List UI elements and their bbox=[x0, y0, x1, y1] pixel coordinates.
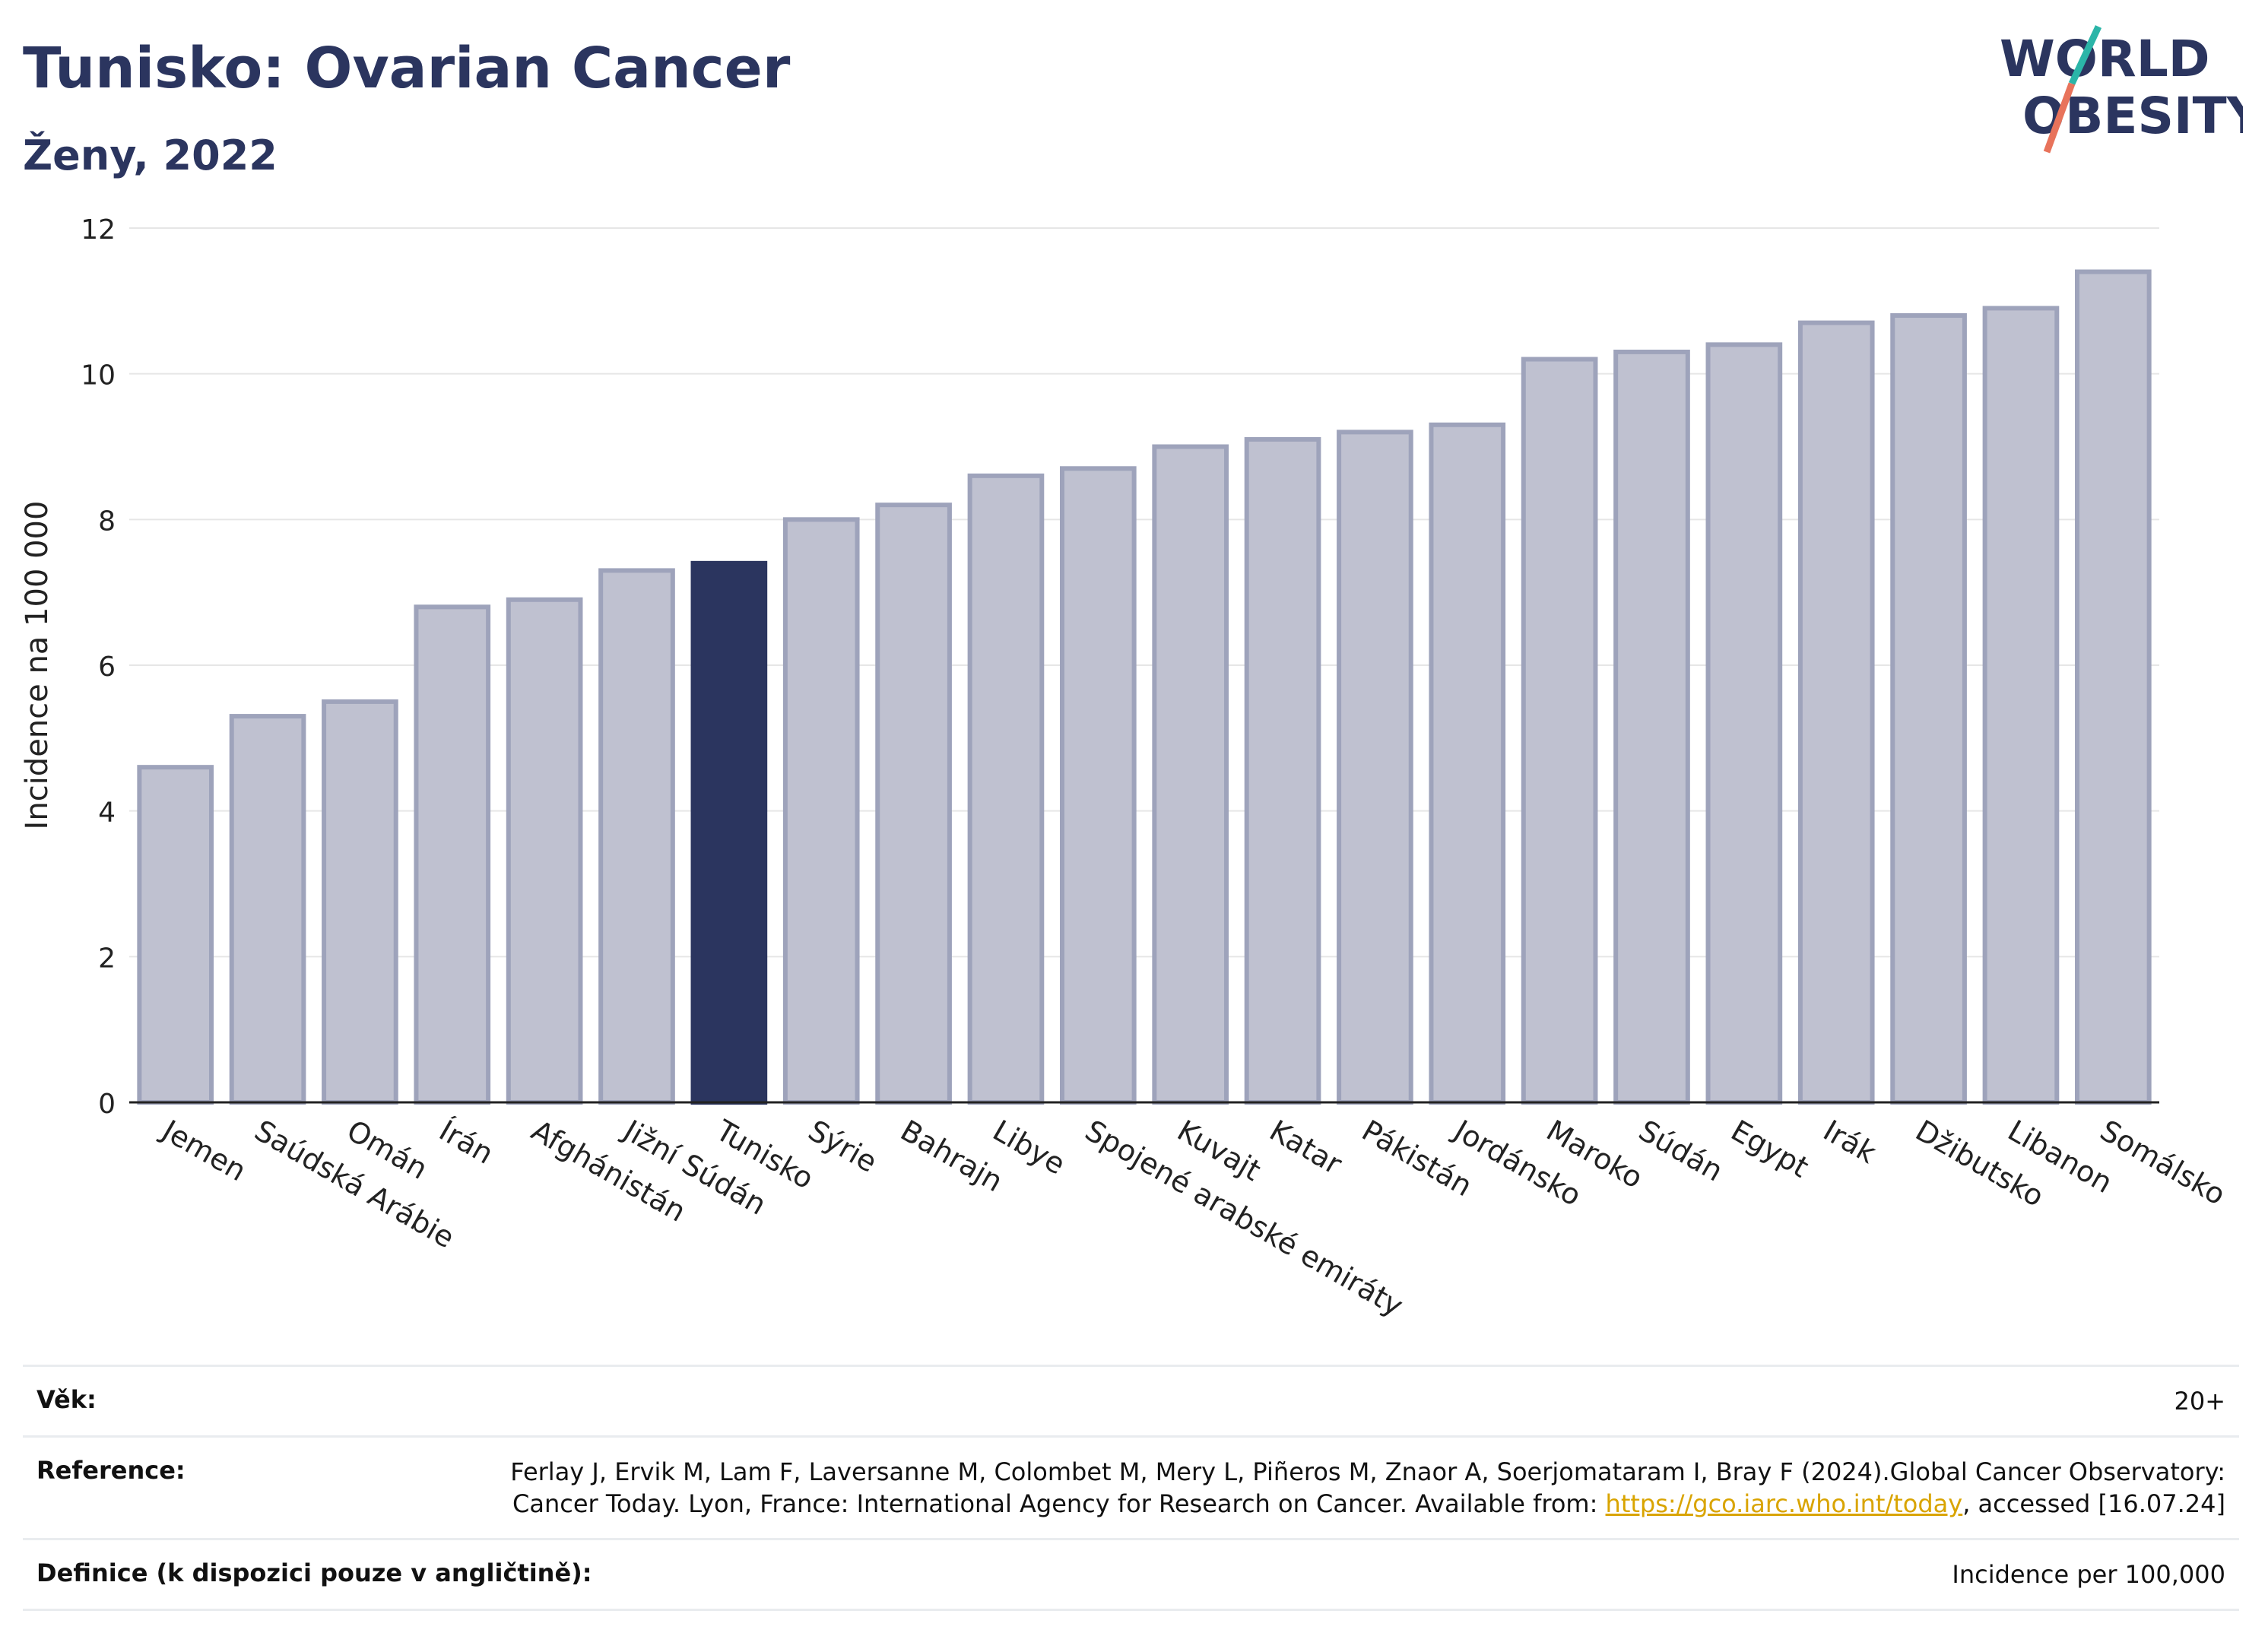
bar-21 bbox=[2074, 269, 2152, 1105]
reference-label: Reference: bbox=[36, 1456, 186, 1485]
definition-value: Incidence per 100,000 bbox=[1952, 1560, 2225, 1589]
bar-14 bbox=[1429, 422, 1506, 1105]
chart-title: Tunisko: Ovarian Cancer bbox=[23, 36, 791, 101]
definition-label: Definice (k dispozici pouze v angličtině… bbox=[36, 1558, 592, 1587]
reference-accessed: , accessed [16.07.24] bbox=[1962, 1489, 2225, 1518]
y-tick-label: 4 bbox=[98, 797, 116, 829]
bars bbox=[137, 269, 2152, 1105]
bar-3 bbox=[414, 604, 491, 1105]
bar-12 bbox=[1244, 436, 1321, 1105]
bar-9 bbox=[967, 473, 1045, 1105]
y-tick-label: 12 bbox=[81, 214, 116, 246]
x-tick-label: Jemen bbox=[155, 1113, 252, 1188]
x-tick-label: Bahrajn bbox=[895, 1114, 1008, 1199]
bar-1 bbox=[229, 714, 306, 1105]
y-axis-ticks: 0 2 4 6 8 10 12 bbox=[81, 214, 116, 1120]
bar-7 bbox=[782, 517, 860, 1105]
reference-text: Ferlay J, Ervik M, Lam F, Laversanne M, … bbox=[510, 1457, 2225, 1518]
y-tick-label: 0 bbox=[98, 1089, 116, 1120]
bar-4 bbox=[506, 597, 583, 1105]
bar-16 bbox=[1613, 349, 1690, 1105]
y-tick-label: 2 bbox=[98, 943, 116, 974]
x-tick-label: Egypt bbox=[1725, 1114, 1814, 1184]
logo-line1: WORLD bbox=[2000, 30, 2210, 88]
world-obesity-logo: WORLD OBESITY bbox=[2000, 25, 2243, 154]
bar-0 bbox=[137, 765, 214, 1105]
y-tick-label: 8 bbox=[98, 506, 116, 537]
bar-11 bbox=[1152, 444, 1229, 1105]
age-value: 20+ bbox=[2174, 1387, 2225, 1416]
info-row-age: Věk: 20+ bbox=[23, 1365, 2239, 1435]
bar-2 bbox=[322, 699, 398, 1105]
bar-13 bbox=[1337, 430, 1413, 1105]
bar-5 bbox=[598, 568, 675, 1105]
age-label: Věk: bbox=[36, 1385, 97, 1414]
bar-8 bbox=[875, 503, 952, 1105]
bar-17 bbox=[1705, 342, 1783, 1105]
logo-accent-teal bbox=[2068, 25, 2102, 85]
x-tick-label: Afghánistán bbox=[526, 1114, 692, 1229]
bar-15 bbox=[1521, 357, 1598, 1105]
info-row-definition: Definice (k dispozici pouze v angličtině… bbox=[23, 1538, 2239, 1611]
bar-10 bbox=[1059, 466, 1137, 1105]
x-tick-label: Irák bbox=[1818, 1114, 1882, 1170]
bar-19 bbox=[1890, 313, 1967, 1105]
bar-20 bbox=[1982, 306, 2060, 1105]
reference-value: Ferlay J, Ervik M, Lam F, Laversanne M, … bbox=[477, 1456, 2225, 1520]
y-axis-label: Incidence na 100 000 bbox=[20, 501, 55, 830]
y-tick-label: 10 bbox=[81, 360, 116, 392]
x-tick-label: Súdán bbox=[1633, 1114, 1729, 1188]
info-row-reference: Reference: Ferlay J, Ervik M, Lam F, Lav… bbox=[23, 1435, 2239, 1538]
reference-link[interactable]: https://gco.iarc.who.int/today bbox=[1605, 1489, 1963, 1518]
bar-18 bbox=[1797, 320, 1875, 1105]
x-tick-label: Somálsko bbox=[2095, 1114, 2232, 1212]
chart-subtitle: Ženy, 2022 bbox=[23, 132, 278, 179]
info-table: Věk: 20+ Reference: Ferlay J, Ervik M, L… bbox=[23, 1365, 2239, 1611]
x-tick-label: Írán bbox=[433, 1114, 499, 1171]
bar-6 bbox=[690, 560, 768, 1105]
y-tick-label: 6 bbox=[98, 652, 116, 683]
logo-accent-coral bbox=[2043, 82, 2076, 154]
x-tick-label: Katar bbox=[1264, 1114, 1348, 1181]
